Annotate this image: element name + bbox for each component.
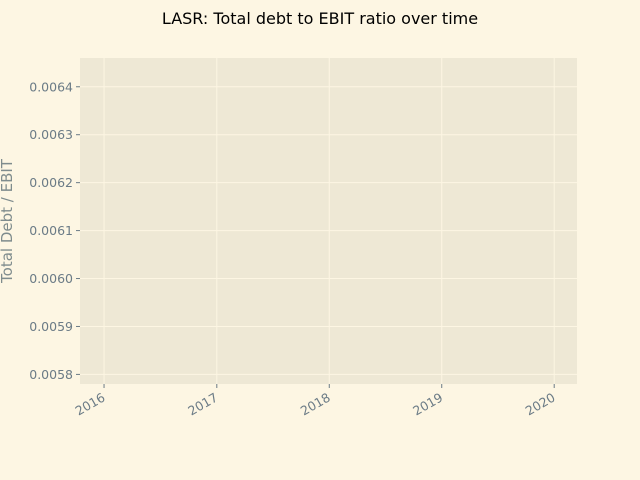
y-tick-label: 0.0062 (29, 175, 73, 190)
x-tick-label: 2020 (523, 390, 558, 419)
y-tick-label: 0.0058 (29, 367, 73, 382)
x-axis: 2016 2017 2018 2019 2020 (72, 384, 558, 419)
plot-area (80, 58, 577, 384)
x-tick-label: 2017 (185, 390, 220, 419)
y-tick-label: 0.0059 (29, 319, 73, 334)
y-axis: 0.0058 0.0059 0.0060 0.0061 0.0062 0.0063 0.00… (29, 79, 80, 382)
x-tick-label: 2019 (410, 390, 445, 419)
chart-title: LASR: Total debt to EBIT ratio over time (162, 9, 478, 28)
grid-lines (80, 58, 577, 384)
y-tick-label: 0.0063 (29, 127, 73, 142)
y-tick-label: 0.0060 (29, 271, 73, 286)
y-tick-label: 0.0064 (29, 79, 73, 94)
y-axis-label: Total Debt / EBIT (0, 158, 16, 284)
x-tick-label: 2018 (298, 390, 333, 419)
x-tick-label: 2016 (72, 390, 107, 419)
y-tick-label: 0.0061 (29, 223, 73, 238)
